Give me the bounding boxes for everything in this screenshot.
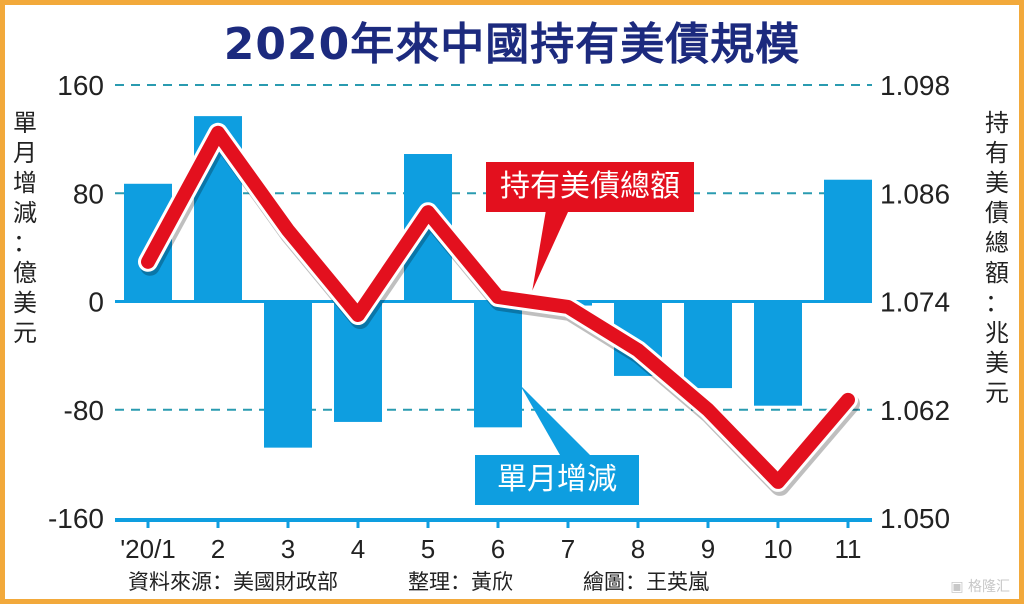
bar-11 — [824, 179, 872, 302]
x-tick-label: 11 — [835, 534, 862, 564]
axis-label-char: 兆 — [985, 319, 1009, 347]
editor-credit: 整理：黃欣 — [408, 570, 513, 594]
x-tick-label: 2 — [211, 534, 225, 564]
axis-label-char: 月 — [13, 139, 37, 167]
axis-label-char: 總 — [985, 229, 1009, 257]
left-tick-label: 80 — [73, 178, 104, 209]
line-callout-pointer — [529, 209, 572, 299]
line-point-3 — [287, 229, 289, 232]
axis-label-char: ： — [13, 229, 37, 257]
axis-label-char: ： — [985, 289, 1009, 317]
line-point-8 — [637, 349, 639, 352]
line-point-10 — [777, 480, 779, 483]
watermark-logo: ▣ 格隆汇 — [950, 579, 1010, 595]
bar-callout-pointer — [520, 385, 590, 455]
line-point-11 — [847, 398, 849, 401]
right-tick-label: 1.098 — [880, 70, 950, 101]
line-point-6 — [497, 295, 499, 298]
right-tick-label: 1.086 — [880, 178, 950, 209]
x-tick-label: 6 — [491, 534, 505, 564]
left-axis-label: 單月增減：億美元 — [10, 108, 40, 348]
chart-title: 2020年來中國持有美債規模 — [223, 19, 801, 70]
line-point-2 — [217, 131, 219, 134]
bar-10 — [754, 301, 802, 406]
bar-3 — [264, 301, 312, 448]
x-tick-label: 7 — [561, 534, 575, 564]
footer-credits: 資料來源：美國財政部 整理：黃欣 繪圖：王英嵐 — [128, 566, 779, 596]
x-tick-label: 5 — [421, 534, 435, 564]
bar-9 — [684, 301, 732, 389]
x-tick-label: 8 — [631, 534, 645, 564]
x-tick-label: 9 — [701, 534, 715, 564]
left-tick-label: 160 — [57, 70, 104, 101]
axis-label-char: 額 — [985, 259, 1009, 287]
axis-label-char: 美 — [985, 169, 1009, 197]
legend-line-callout: 持有美債總額 — [486, 162, 694, 212]
left-tick-label: -80 — [64, 395, 104, 426]
axis-label-char: 單 — [13, 109, 37, 137]
left-tick-label: 0 — [88, 287, 104, 318]
artist-credit: 繪圖：王英嵐 — [583, 570, 709, 594]
left-tick-label: -160 — [48, 503, 104, 534]
x-tick-label: '20/1 — [120, 534, 176, 564]
x-tick-label: 10 — [764, 534, 793, 564]
axis-label-char: 美 — [13, 289, 37, 317]
axis-label-char: 有 — [985, 139, 1009, 167]
line-point-4 — [357, 314, 359, 317]
line-point-5 — [427, 211, 429, 214]
line-point-7 — [567, 305, 569, 308]
bar-6 — [474, 301, 522, 428]
line-point-9 — [707, 408, 709, 411]
right-tick-label: 1.050 — [880, 503, 950, 534]
right-tick-label: 1.074 — [880, 287, 950, 318]
source-credit: 資料來源：美國財政部 — [128, 570, 338, 594]
x-tick-label: 3 — [281, 534, 295, 564]
legend-bar-callout: 單月增減 — [475, 455, 639, 505]
axis-label-char: 美 — [985, 349, 1009, 377]
axis-label-char: 元 — [985, 379, 1009, 407]
axis-label-char: 元 — [13, 319, 37, 347]
axis-label-char: 減 — [13, 199, 37, 227]
axis-label-char: 億 — [13, 259, 37, 287]
axis-label-char: 持 — [985, 109, 1009, 137]
axis-label-char: 增 — [13, 169, 37, 197]
axis-label-char: 債 — [985, 199, 1009, 227]
x-tick-label: 4 — [351, 534, 365, 564]
line-point-1 — [147, 260, 149, 263]
right-axis-label: 持有美債總額：兆美元 — [982, 108, 1012, 408]
right-tick-label: 1.062 — [880, 395, 950, 426]
